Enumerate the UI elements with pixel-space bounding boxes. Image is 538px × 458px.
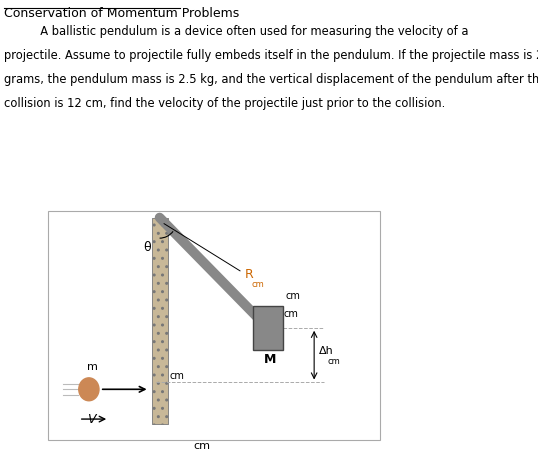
Text: cm: cm [328, 357, 340, 366]
Text: cm: cm [194, 441, 210, 451]
Text: grams, the pendulum mass is 2.5 kg, and the vertical displacement of the pendulu: grams, the pendulum mass is 2.5 kg, and … [4, 73, 538, 86]
Text: R: R [244, 268, 253, 281]
Text: Δh: Δh [319, 346, 334, 355]
Text: V: V [87, 413, 95, 425]
Text: A ballistic pendulum is a device often used for measuring the velocity of a: A ballistic pendulum is a device often u… [4, 25, 469, 38]
Circle shape [79, 378, 99, 401]
Text: cm: cm [286, 291, 301, 301]
Bar [152, 218, 168, 424]
Bar [48, 211, 380, 440]
Bar [152, 218, 168, 424]
Text: cm: cm [284, 309, 299, 319]
Text: θ: θ [143, 241, 151, 254]
Text: Conservation of Momentum Problems: Conservation of Momentum Problems [4, 7, 239, 20]
Bar [252, 306, 283, 349]
Text: projectile. Assume to projectile fully embeds itself in the pendulum. If the pro: projectile. Assume to projectile fully e… [4, 49, 538, 62]
Text: cm: cm [169, 371, 185, 381]
Text: m: m [88, 362, 98, 372]
Text: collision is 12 cm, find the velocity of the projectile just prior to the collis: collision is 12 cm, find the velocity of… [4, 97, 445, 109]
Text: cm: cm [252, 280, 265, 289]
Text: M: M [264, 353, 276, 365]
